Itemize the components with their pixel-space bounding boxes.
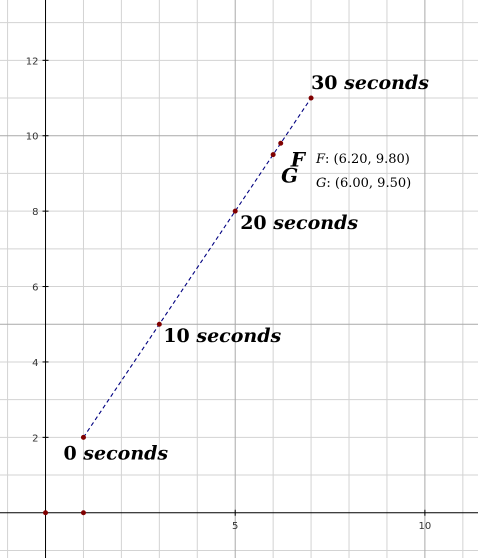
y-tick-label: 8 [32, 207, 38, 218]
time-annotation: 30 seconds [311, 72, 429, 94]
annotation-number: 10 [163, 325, 196, 347]
data-point [80, 434, 86, 440]
data-point [156, 321, 162, 327]
annotation-unit: seconds [82, 442, 168, 464]
x-tick-label: 10 [419, 521, 432, 532]
readout-value: : (6.20, 9.80) [325, 152, 410, 167]
y-tick-label: 4 [32, 358, 38, 369]
data-point [80, 510, 86, 516]
data-point [232, 208, 238, 214]
data-point [278, 140, 284, 146]
readout-value: : (6.00, 9.50) [326, 176, 411, 191]
y-tick-label: 2 [32, 433, 38, 444]
data-point [270, 152, 276, 158]
x-tick-label: 5 [232, 521, 238, 532]
annotation-number: 0 [63, 442, 83, 464]
dashed-line [83, 97, 312, 438]
readout-name: F [315, 152, 326, 167]
y-tick-label: 6 [32, 283, 38, 294]
time-annotation: 20 seconds [240, 212, 358, 234]
data-series [43, 95, 314, 516]
data-point [43, 510, 49, 516]
point-label: G [281, 164, 298, 188]
readout-name: G [316, 176, 326, 191]
annotation-unit: seconds [272, 212, 358, 234]
annotation-unit: seconds [195, 325, 281, 347]
point-label: F [290, 147, 307, 171]
time-annotation: 10 seconds [163, 325, 281, 347]
annotation-number: 20 [240, 212, 273, 234]
tick-labels: 5 10 2 4 6 8 10 12 [26, 56, 431, 531]
data-point [308, 95, 314, 101]
y-tick-label: 10 [26, 132, 39, 143]
coordinate-readout: F: (6.20, 9.80) [315, 152, 410, 167]
annotation-number: 30 [311, 72, 344, 94]
annotation-unit: seconds [343, 72, 429, 94]
time-annotation: 0 seconds [63, 442, 168, 464]
y-tick-label: 12 [26, 56, 39, 67]
coordinate-readout: G: (6.00, 9.50) [316, 176, 411, 191]
coordinate-readouts: F: (6.20, 9.80) G: (6.00, 9.50) [315, 152, 411, 191]
